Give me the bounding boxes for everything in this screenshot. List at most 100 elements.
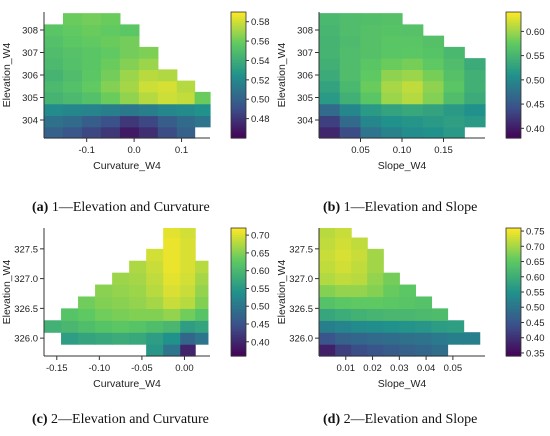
colorbar-tick-label: 0.70 xyxy=(526,242,545,253)
heatmap-cell xyxy=(367,344,384,357)
heatmap-cell xyxy=(360,115,382,128)
x-tick-label: -0.10 xyxy=(89,363,111,374)
heatmap-cell xyxy=(402,69,424,82)
colorbar-band xyxy=(231,91,246,95)
colorbar-band xyxy=(506,268,521,272)
heatmap-cell xyxy=(339,46,362,59)
colorbar-band xyxy=(506,60,521,63)
heatmap-cell xyxy=(399,296,416,309)
heatmap-cell xyxy=(381,35,403,48)
heatmap-cell xyxy=(383,284,400,298)
x-tick-label: 0.05 xyxy=(351,145,370,156)
heatmap-cell xyxy=(319,126,341,139)
heatmap-svg: 0.01 0.02 0.03 0.04 0.05 326.0 326.5 327.0 327.5… xyxy=(276,227,545,390)
colorbar-band xyxy=(506,108,521,112)
heatmap-cell xyxy=(78,320,96,333)
heatmap-cell xyxy=(339,69,362,82)
heatmap-cell xyxy=(180,308,196,321)
colorbar-band xyxy=(506,347,521,351)
heatmap-cell xyxy=(351,248,368,262)
colorbar-band xyxy=(506,47,521,51)
heatmap-cell xyxy=(360,13,382,25)
colorbar-band xyxy=(231,260,246,263)
colorbar-tick-label: 0.60 xyxy=(526,272,545,283)
colorbar-band xyxy=(231,68,246,72)
colorbar-band xyxy=(506,281,521,285)
heatmap-cell xyxy=(157,80,178,93)
y-tick-label: 306 xyxy=(297,71,313,82)
heatmap-cell xyxy=(195,296,209,309)
heatmap-cell xyxy=(443,46,465,59)
colorbar-band xyxy=(506,298,521,302)
heatmap-cell xyxy=(163,320,181,333)
heatmap-cell xyxy=(367,272,384,286)
heatmap-cell xyxy=(146,272,164,286)
colorbar-band xyxy=(231,18,246,21)
heatmap-cell xyxy=(415,308,433,321)
heatmap-cell xyxy=(194,115,211,128)
colorbar-band xyxy=(506,345,521,349)
y-tick-label: 304 xyxy=(22,116,38,127)
heatmap-cell xyxy=(129,284,147,298)
caption-a-label: (a) xyxy=(32,200,49,215)
heatmap-cell xyxy=(415,344,433,357)
heatmap-cell xyxy=(112,272,130,286)
heatmap-cell xyxy=(399,284,416,298)
heatmap-cell xyxy=(367,284,384,298)
colorbar-band xyxy=(231,277,246,280)
colorbar-band xyxy=(506,251,521,255)
colorbar-band xyxy=(231,251,246,255)
colorbar-band xyxy=(506,14,521,17)
heatmap-cells xyxy=(44,228,209,357)
heatmap-cell xyxy=(157,126,178,139)
heatmap-cell xyxy=(402,58,424,70)
colorbar-band xyxy=(506,102,521,105)
heatmap-cell xyxy=(78,308,96,321)
heatmap-cell xyxy=(62,69,83,82)
heatmap-cell xyxy=(319,320,336,333)
colorbar-band xyxy=(231,51,246,55)
heatmap-cell xyxy=(339,103,362,117)
heatmap-cell xyxy=(180,320,196,333)
colorbar-band xyxy=(506,334,521,338)
colorbar-band xyxy=(231,20,246,24)
heatmap-cell xyxy=(319,284,336,298)
colorbar-band xyxy=(506,336,521,340)
colorbar: 0.35 0.40 0.45 0.50 0.55 0.60 0.65 0.70 0.75 xyxy=(505,227,545,359)
heatmap-cell xyxy=(100,69,121,82)
panel-a: -0.1 0.0 0.1 304 305 306 307 308 Curvature_W4 Ele… xyxy=(0,0,275,195)
colorbar-band xyxy=(231,285,246,289)
heatmap-cell xyxy=(95,320,113,333)
colorbar-band xyxy=(506,66,521,70)
colorbar-band xyxy=(506,58,521,61)
colorbar-band xyxy=(231,315,246,319)
colorbar-band xyxy=(231,311,246,314)
colorbar-band xyxy=(506,319,521,323)
colorbar-band xyxy=(506,264,521,267)
heatmap-cell xyxy=(138,80,159,93)
heatmap-cell xyxy=(422,46,445,59)
x-tick-label: -0.1 xyxy=(78,145,94,156)
colorbar-band xyxy=(506,304,521,308)
colorbar-band xyxy=(231,343,246,346)
heatmap-cell xyxy=(381,69,403,82)
heatmap-cell xyxy=(138,69,159,82)
heatmap-cell xyxy=(399,332,416,345)
heatmap-cell xyxy=(319,24,341,37)
y-tick-label: 305 xyxy=(297,93,313,104)
heatmap-cell xyxy=(431,320,449,333)
heatmap-cell xyxy=(367,332,384,345)
colorbar-band xyxy=(231,347,246,351)
colorbar-tick-label: 0.60 xyxy=(251,266,270,277)
colorbar-band xyxy=(231,110,246,114)
heatmap-cell xyxy=(44,126,64,139)
colorbar-band xyxy=(506,33,521,36)
heatmap-cell xyxy=(339,24,362,37)
heatmap-cell xyxy=(381,13,403,25)
heatmap-cell xyxy=(402,91,424,105)
colorbar-band xyxy=(231,336,246,340)
heatmap-cell xyxy=(381,126,403,139)
colorbar-band xyxy=(231,313,246,317)
panel-b: 0.05 0.10 0.15 304 305 306 307 308 Slope_W4 Eleva… xyxy=(275,0,550,195)
heatmap-cell xyxy=(360,58,382,70)
